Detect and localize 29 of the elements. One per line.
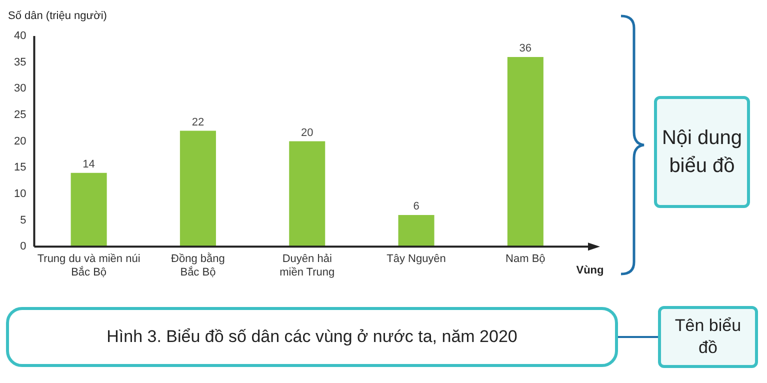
x-tick-label: Đồng bằng Bắc Bộ: [171, 252, 225, 278]
data-label: 6: [413, 200, 420, 213]
bar: [507, 57, 544, 247]
y-tick-label: 5: [20, 214, 26, 226]
y-axis-title: Số dân (triệu người): [8, 10, 107, 22]
y-tick-label: 30: [14, 82, 26, 95]
x-tick-label: Nam Bộ: [506, 253, 546, 266]
x-tick-label: Duyên hải miền Trung: [280, 253, 335, 278]
y-tick-label: 20: [14, 135, 26, 148]
data-label: 22: [192, 116, 204, 128]
y-tick-label: 25: [14, 109, 26, 122]
y-tick-label: 15: [14, 162, 26, 174]
text: Nội dung biểu đồ: [654, 96, 750, 208]
bar: [180, 130, 216, 247]
text: Tên biểu đồ: [658, 306, 758, 368]
x-tick-label: Trung du và miền núi Bắc Bộ: [37, 253, 140, 278]
bar: [398, 215, 434, 247]
y-tick-label: 10: [14, 188, 26, 200]
text: Hình 3. Biểu đồ số dân các vùng ở nước ta, năm 2020: [6, 307, 618, 367]
y-tick-label: 40: [14, 30, 26, 42]
data-label: 14: [82, 158, 95, 170]
bar: [289, 141, 326, 247]
data-label: 36: [519, 42, 532, 55]
data-label: 20: [300, 126, 314, 139]
y-tick-label: 0: [20, 240, 26, 253]
bar: [70, 172, 107, 247]
x-tick-label: Tây Nguyên: [386, 253, 446, 266]
y-tick-label: 35: [14, 56, 26, 68]
x-axis-title: Vùng: [576, 264, 604, 277]
